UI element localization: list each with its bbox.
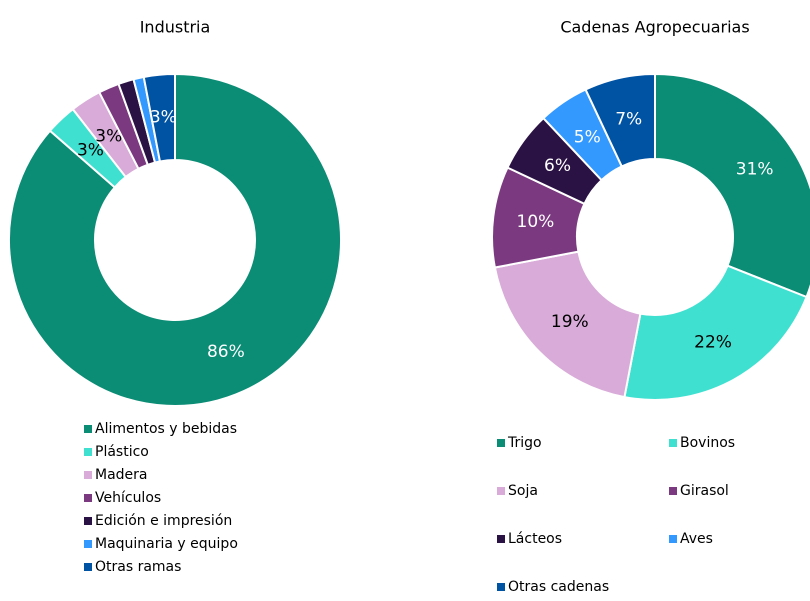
legend-swatch <box>669 535 677 543</box>
legend-label: Girasol <box>680 483 729 499</box>
legend-swatch <box>497 583 505 591</box>
legend-swatch <box>84 540 92 548</box>
donut-slice <box>142 72 176 163</box>
donut-slice <box>654 72 810 299</box>
legend-label: Otras ramas <box>95 559 181 575</box>
legend-label: Aves <box>680 531 713 547</box>
legend-swatch <box>84 563 92 571</box>
chart-title: Industria <box>140 18 211 37</box>
legend-label: Edición e impresión <box>95 513 232 529</box>
legend-label: Soja <box>508 483 538 499</box>
data-label: 3% <box>95 126 122 146</box>
data-label: 3% <box>77 141 104 161</box>
donut-slice <box>584 72 656 168</box>
legend-swatch <box>84 494 92 502</box>
data-label: 5% <box>574 127 601 147</box>
legend-label: Vehículos <box>95 490 161 506</box>
legend-swatch <box>497 439 505 447</box>
legend-swatch <box>497 535 505 543</box>
legend-label: Maquinaria y equipo <box>95 536 238 552</box>
legend-label: Trigo <box>507 435 542 451</box>
legend-label: Bovinos <box>680 435 735 451</box>
legend-swatch <box>84 471 92 479</box>
data-label: 86% <box>207 342 245 362</box>
data-label: 7% <box>615 109 642 129</box>
legend-label: Otras cadenas <box>508 579 609 595</box>
legend-swatch <box>669 487 677 495</box>
data-label: 10% <box>517 212 555 232</box>
legend-label: Madera <box>95 467 148 483</box>
legend-swatch <box>497 487 505 495</box>
data-label: 3% <box>150 108 177 128</box>
legend-label: Lácteos <box>508 531 562 547</box>
legend-swatch <box>84 448 92 456</box>
legend-swatch <box>669 439 677 447</box>
chart-title: Cadenas Agropecuarias <box>560 18 749 37</box>
data-label: 6% <box>544 156 571 176</box>
data-label: 31% <box>736 159 774 179</box>
donut-slice <box>8 72 342 407</box>
legend-label: Plástico <box>95 444 149 460</box>
legend-swatch <box>84 517 92 525</box>
legend-label: Alimentos y bebidas <box>95 421 237 437</box>
donut-slice <box>493 250 642 399</box>
donut-slice <box>623 264 808 401</box>
data-label: 22% <box>694 333 732 353</box>
legend-swatch <box>84 425 92 433</box>
data-label: 19% <box>551 312 589 332</box>
